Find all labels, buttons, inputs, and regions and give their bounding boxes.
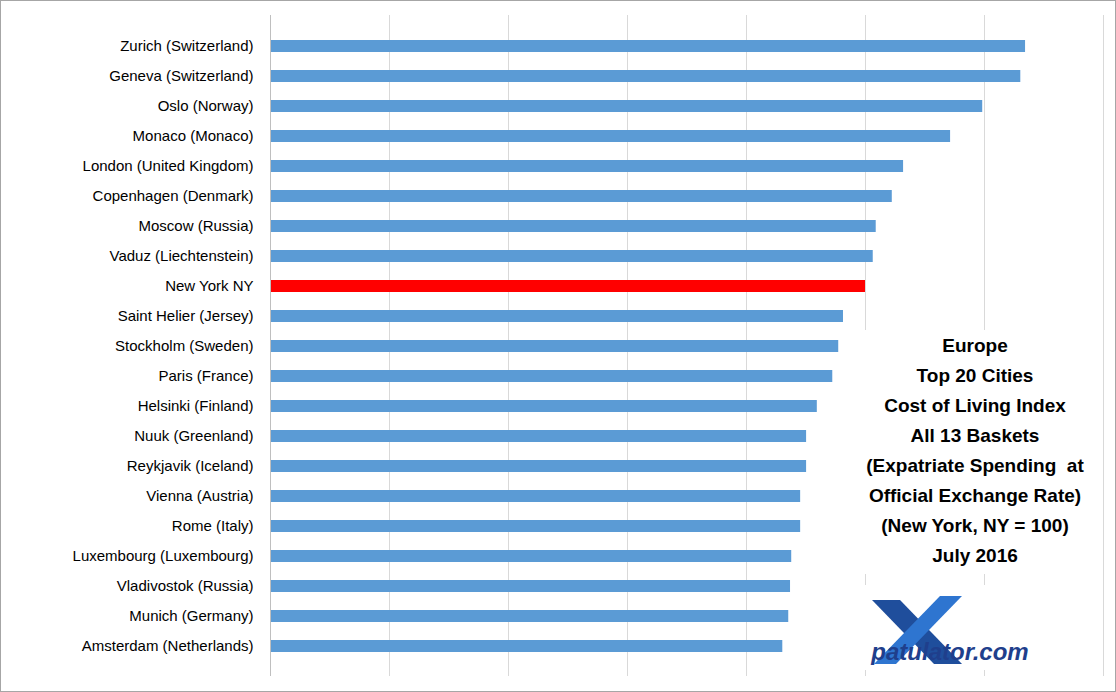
svg-text:Zurich (Switzerland): Zurich (Switzerland) bbox=[120, 37, 253, 54]
svg-text:Copenhagen (Denmark): Copenhagen (Denmark) bbox=[93, 187, 254, 204]
svg-text:Stockholm (Sweden): Stockholm (Sweden) bbox=[115, 337, 253, 354]
svg-text:Nuuk (Greenland): Nuuk (Greenland) bbox=[134, 427, 253, 444]
svg-text:Oslo (Norway): Oslo (Norway) bbox=[158, 97, 254, 114]
svg-text:London (United Kingdom): London (United Kingdom) bbox=[83, 157, 254, 174]
svg-text:Moscow (Russia): Moscow (Russia) bbox=[138, 217, 253, 234]
svg-text:Saint Helier (Jersey): Saint Helier (Jersey) bbox=[118, 307, 254, 324]
svg-text:Vienna (Austria): Vienna (Austria) bbox=[146, 487, 253, 504]
svg-text:Vaduz (Liechtenstein): Vaduz (Liechtenstein) bbox=[110, 247, 254, 264]
svg-text:Rome (Italy): Rome (Italy) bbox=[172, 517, 254, 534]
svg-text:EuropeTop 20 CitiesCost of Liv: EuropeTop 20 CitiesCost of Living IndexA… bbox=[866, 335, 1084, 566]
svg-text:Amsterdam (Netherlands): Amsterdam (Netherlands) bbox=[82, 637, 254, 654]
svg-text:Paris (France): Paris (France) bbox=[158, 367, 253, 384]
svg-text:patulator.com: patulator.com bbox=[870, 638, 1028, 665]
svg-text:Monaco (Monaco): Monaco (Monaco) bbox=[133, 127, 254, 144]
svg-text:Munich (Germany): Munich (Germany) bbox=[129, 607, 253, 624]
svg-text:Geneva (Switzerland): Geneva (Switzerland) bbox=[109, 67, 253, 84]
svg-text:Reykjavik (Iceland): Reykjavik (Iceland) bbox=[127, 457, 254, 474]
svg-text:Luxembourg (Luxembourg): Luxembourg (Luxembourg) bbox=[73, 547, 254, 564]
svg-text:New York NY: New York NY bbox=[165, 277, 253, 294]
svg-text:Vladivostok (Russia): Vladivostok (Russia) bbox=[117, 577, 254, 594]
svg-text:Helsinki (Finland): Helsinki (Finland) bbox=[138, 397, 254, 414]
